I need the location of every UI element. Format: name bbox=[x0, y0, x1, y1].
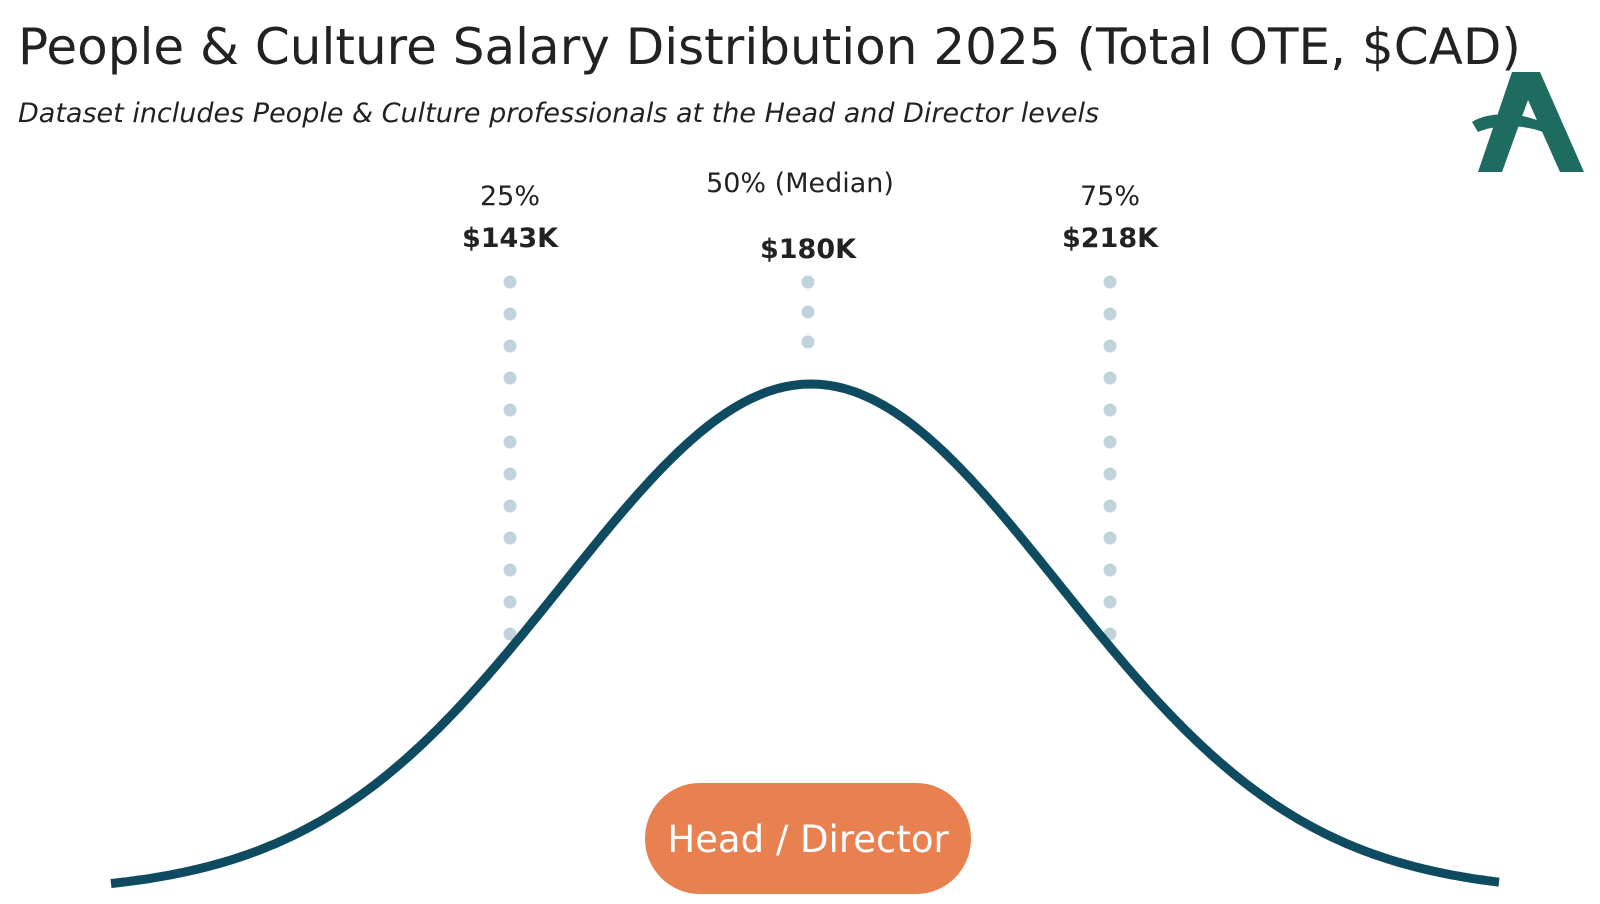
guides bbox=[503, 275, 1117, 653]
percentile-label: 25% bbox=[480, 181, 540, 212]
percentile-value: $143K bbox=[462, 223, 559, 254]
percentile-value: $180K bbox=[760, 234, 857, 265]
logo-swoosh bbox=[1472, 114, 1552, 134]
logo-a bbox=[1478, 72, 1584, 172]
percentile-value: $218K bbox=[1062, 223, 1159, 254]
badge-label: Head / Director bbox=[667, 818, 949, 861]
logo bbox=[1472, 72, 1584, 172]
percentile-label: 50% (Median) bbox=[706, 168, 894, 199]
badge bbox=[645, 783, 971, 894]
subtitle: Dataset includes People & Culture profes… bbox=[18, 98, 1099, 129]
title: People & Culture Salary Distribution 202… bbox=[18, 18, 1521, 76]
percentile-label: 75% bbox=[1080, 181, 1140, 212]
bell-curve bbox=[110, 379, 1500, 888]
